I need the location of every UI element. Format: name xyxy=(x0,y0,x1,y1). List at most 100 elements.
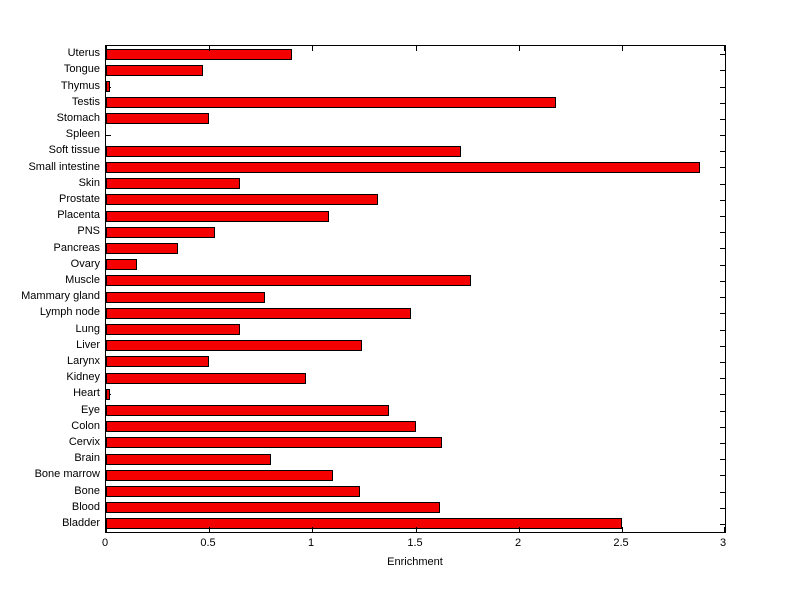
y-axis-tick xyxy=(720,265,725,266)
bar-tongue xyxy=(106,65,203,76)
y-tick-label: Bone marrow xyxy=(34,468,100,481)
x-axis-tick xyxy=(622,46,623,51)
y-tick-label: Placenta xyxy=(57,209,100,222)
y-axis-tick xyxy=(720,492,725,493)
bar-blood xyxy=(106,502,440,513)
y-axis-tick xyxy=(720,362,725,363)
x-tick-label: 1.5 xyxy=(407,537,423,549)
y-axis-tick xyxy=(720,394,725,395)
bar-lung xyxy=(106,324,240,335)
x-tick-label: 0.5 xyxy=(200,537,216,549)
y-tick-label: Uterus xyxy=(67,47,100,60)
bar-eye xyxy=(106,405,389,416)
plot-area xyxy=(105,45,726,533)
x-axis-tick xyxy=(519,527,520,532)
y-tick-label: Liver xyxy=(76,338,100,351)
y-axis-tick xyxy=(720,346,725,347)
x-axis-tick xyxy=(312,46,313,51)
y-tick-label: Eye xyxy=(81,403,100,416)
y-axis-tick xyxy=(720,443,725,444)
bar-muscle xyxy=(106,275,471,286)
x-axis-tick xyxy=(312,527,313,532)
y-tick-label: PNS xyxy=(77,225,100,238)
x-axis-tick xyxy=(106,527,107,532)
y-tick-label: Blood xyxy=(71,500,100,513)
y-axis-tick xyxy=(720,70,725,71)
x-tick-label: 2 xyxy=(514,537,522,549)
y-tick-label: Larynx xyxy=(66,354,100,367)
bar-liver xyxy=(106,340,362,351)
x-axis-tick xyxy=(106,46,107,51)
bar-pancreas xyxy=(106,243,178,254)
x-axis-tick xyxy=(622,527,623,532)
bar-pns xyxy=(106,227,215,238)
y-tick-label: Bladder xyxy=(62,516,100,529)
y-axis-tick xyxy=(720,184,725,185)
y-axis-tick xyxy=(720,119,725,120)
y-axis-tick xyxy=(720,459,725,460)
bar-stomach xyxy=(106,113,209,124)
x-axis-tick xyxy=(416,527,417,532)
bar-placenta xyxy=(106,211,329,222)
y-axis-tick xyxy=(720,411,725,412)
y-axis-tick xyxy=(720,297,725,298)
bar-kidney xyxy=(106,373,306,384)
bar-colon xyxy=(106,421,416,432)
bar-bone-marrow xyxy=(106,470,333,481)
bar-prostate xyxy=(106,194,378,205)
x-axis-tick xyxy=(416,46,417,51)
y-tick-label: Skin xyxy=(78,176,100,189)
bar-small-intestine xyxy=(106,162,700,173)
y-tick-label: Brain xyxy=(74,452,100,465)
x-axis-tick xyxy=(724,527,725,532)
y-axis-tick xyxy=(720,87,725,88)
y-axis-tick xyxy=(720,103,725,104)
bar-mammary-gland xyxy=(106,292,265,303)
y-tick-label: Cervix xyxy=(68,435,100,448)
x-tick-label: 1 xyxy=(307,537,315,549)
y-axis-tick xyxy=(720,248,725,249)
y-tick-label: Stomach xyxy=(56,111,100,124)
y-tick-label: Thymus xyxy=(60,79,100,92)
y-tick-label: Colon xyxy=(71,419,100,432)
y-axis-tick xyxy=(720,508,725,509)
bar-brain xyxy=(106,454,271,465)
y-tick-label: Bone xyxy=(74,484,100,497)
bar-bone xyxy=(106,486,360,497)
y-axis-tick xyxy=(720,151,725,152)
y-axis-tick xyxy=(720,200,725,201)
y-axis-tick xyxy=(720,54,725,55)
bar-bladder xyxy=(106,518,622,529)
y-axis-tick xyxy=(720,378,725,379)
bar-lymph-node xyxy=(106,308,411,319)
x-axis-tick xyxy=(724,46,725,51)
bar-soft-tissue xyxy=(106,146,461,157)
y-axis-tick xyxy=(720,330,725,331)
y-tick-label: Ovary xyxy=(70,257,100,270)
y-axis-tick xyxy=(106,135,111,136)
y-axis-tick xyxy=(720,313,725,314)
y-tick-label: Tongue xyxy=(63,63,100,76)
bar-larynx xyxy=(106,356,209,367)
y-tick-label: Soft tissue xyxy=(48,144,100,157)
bar-heart xyxy=(106,389,110,400)
x-tick-label: 0 xyxy=(101,537,109,549)
bar-uterus xyxy=(106,49,292,60)
y-axis-tick xyxy=(720,135,725,136)
x-axis-title: Enrichment xyxy=(387,556,443,568)
y-tick-label: Testis xyxy=(71,95,100,108)
y-tick-label: Lymph node xyxy=(39,306,100,319)
x-axis-tick xyxy=(519,46,520,51)
y-axis-tick xyxy=(720,167,725,168)
bar-skin xyxy=(106,178,240,189)
x-axis-tick xyxy=(209,46,210,51)
y-axis-tick xyxy=(720,475,725,476)
x-tick-label: 3 xyxy=(719,537,727,549)
x-axis-tick xyxy=(209,527,210,532)
y-tick-label: Muscle xyxy=(65,273,100,286)
bar-cervix xyxy=(106,437,442,448)
y-tick-label: Heart xyxy=(73,387,100,400)
bar-ovary xyxy=(106,259,137,270)
y-tick-label: Spleen xyxy=(65,128,100,141)
